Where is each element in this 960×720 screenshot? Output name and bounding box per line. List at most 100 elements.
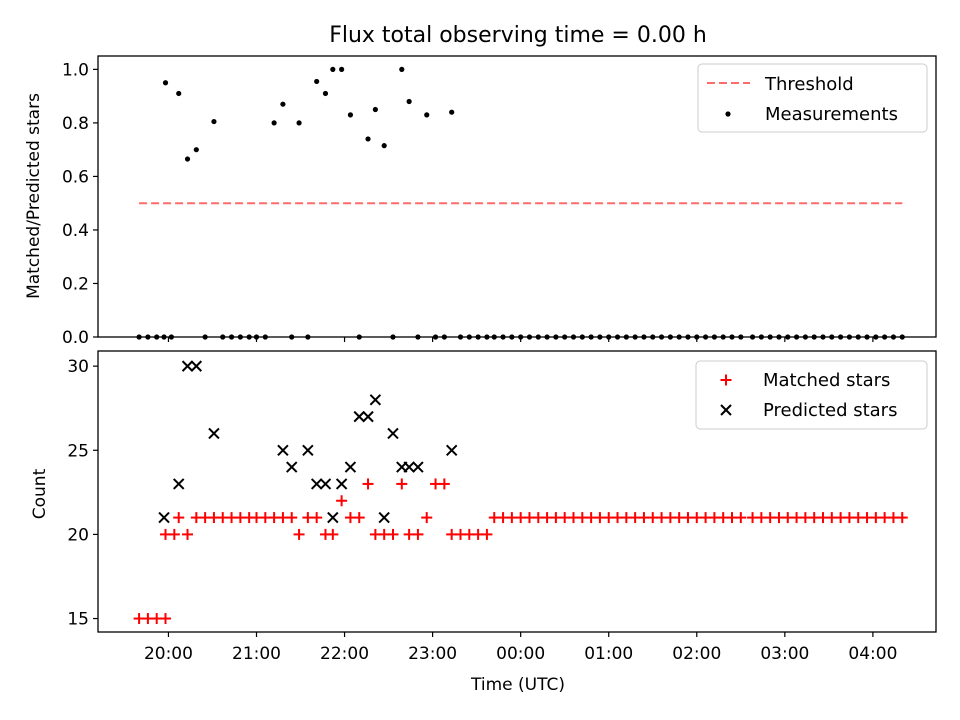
matched-star-point <box>396 478 408 490</box>
count-panel-frame <box>97 350 937 633</box>
x-tick-label: 03:00 <box>760 644 809 664</box>
predicted-star-point <box>353 410 365 423</box>
measurement-point <box>381 143 387 149</box>
predicted-star-point <box>158 511 170 524</box>
predicted-star-point-b <box>327 511 339 524</box>
measurement-point <box>162 80 169 86</box>
count-y-tick-label: 20 <box>67 525 89 545</box>
count-y-tick-label: 15 <box>67 610 89 630</box>
predicted-star-point <box>277 444 289 456</box>
matched-star-point <box>735 512 747 524</box>
predicted-star-point-b <box>286 461 298 473</box>
predicted-legend-marker <box>720 404 732 416</box>
predicted-star-point-b <box>190 360 203 372</box>
ratio-panel: 0.0 0.2 0.4 0.6 0.8 1.0 Matched/Predicted sta… <box>24 55 937 348</box>
predicted-star-point-b <box>412 461 424 473</box>
measurement-point <box>347 112 354 118</box>
measurement-point <box>211 118 217 125</box>
predicted-star-point <box>387 427 399 440</box>
predicted-star-point <box>286 461 298 473</box>
measurement-point <box>399 66 405 72</box>
measurement-point <box>406 98 412 105</box>
predicted-star-point-b <box>335 478 348 490</box>
matched-star-point <box>293 528 305 540</box>
predicted-star-point-b <box>403 461 415 473</box>
count-marks <box>133 360 908 625</box>
x-tick-label: 00:00 <box>496 644 545 664</box>
count-y-tick-label: 25 <box>67 441 89 461</box>
threshold-legend-label: Threshold <box>764 74 854 95</box>
matched-legend-marker <box>720 374 732 386</box>
measurement-point <box>280 101 286 107</box>
predicted-legend-swatch <box>720 404 732 416</box>
measurement-point <box>314 78 320 85</box>
predicted-star-point-b <box>277 444 289 456</box>
count-panel: 15 20 25 30 20:00 21:00 22:00 23:00 00:00 01:00 0… <box>30 350 937 695</box>
x-tick-label: 21:00 <box>232 644 281 664</box>
predicted-star-point <box>335 478 348 490</box>
x-tick-label: 23:00 <box>408 644 457 664</box>
ratio-legend-box <box>697 63 928 133</box>
matched-star-point <box>327 528 339 540</box>
predicted-star-point-b <box>353 410 365 423</box>
predicted-star-point <box>181 360 194 372</box>
matched-star-point <box>336 495 348 507</box>
count-y-axis-label: Count <box>30 468 50 519</box>
predicted-star-point-b <box>319 478 332 490</box>
matched-star-point <box>160 613 172 625</box>
measurement-point <box>296 120 302 126</box>
ratio-y-tick-label: 1.0 <box>62 60 89 80</box>
ratio-y-tick-label: 0.0 <box>62 328 89 348</box>
measurement-point <box>365 136 371 142</box>
predicted-star-point <box>319 478 332 490</box>
predicted-star-point-b <box>445 444 458 456</box>
matched-star-point <box>311 512 323 524</box>
predicted-star-point-b <box>173 478 185 490</box>
measurement-point <box>184 156 191 162</box>
measurement-point <box>330 66 336 72</box>
predicted-star-point <box>302 444 314 456</box>
count-legend: Matched stars Predicted stars <box>695 360 928 430</box>
matched-star-point <box>481 528 493 540</box>
ratio-y-tick-label: 0.6 <box>62 167 89 187</box>
x-tick-label: 01:00 <box>584 644 633 664</box>
ratio-y-axis: 0.0 0.2 0.4 0.6 0.8 1.0 <box>62 60 98 348</box>
matched-star-point <box>168 528 180 540</box>
predicted-star-point <box>412 461 424 473</box>
matched-star-point <box>353 512 365 524</box>
measurement-point <box>176 90 182 97</box>
matched-legend-swatch <box>720 374 732 386</box>
measurements-legend-swatch <box>725 111 731 117</box>
ratio-y-axis-label: Matched/Predicted stars <box>24 93 44 299</box>
matched-star-point <box>387 528 399 540</box>
x-tick-label: 04:00 <box>848 644 897 664</box>
predicted-star-point <box>344 461 357 473</box>
predicted-star-point <box>362 410 374 423</box>
measurement-point <box>424 112 430 118</box>
measurement-point <box>193 147 199 153</box>
ratio-y-tick-label: 0.8 <box>62 114 89 134</box>
count-y-axis: 15 20 25 30 <box>67 357 98 630</box>
measurement-point <box>339 66 345 72</box>
matched-star-point <box>421 512 433 524</box>
measurement-point <box>449 109 455 115</box>
predicted-star-point <box>369 394 382 406</box>
measurement-point <box>372 106 378 113</box>
x-tick-label: 22:00 <box>320 644 369 664</box>
matched-star-point <box>286 512 298 524</box>
count-x-axis: 20:00 21:00 22:00 23:00 00:00 01:00 02:00 03:00… <box>144 632 897 664</box>
measurement-point <box>322 90 329 97</box>
predicted-star-point-b <box>302 444 314 456</box>
predicted-star-point-b <box>387 427 399 440</box>
count-y-tick-label: 30 <box>67 357 89 377</box>
predicted-star-point <box>190 360 203 372</box>
predicted-star-point <box>403 461 415 473</box>
matched-star-point <box>173 512 185 524</box>
x-tick-label: 02:00 <box>672 644 721 664</box>
x-tick-label: 20:00 <box>144 644 193 664</box>
predicted-star-point <box>173 478 185 490</box>
matched-star-point <box>362 478 374 490</box>
predicted-star-point-b <box>344 461 357 473</box>
measurements-legend-label: Measurements <box>765 104 898 125</box>
